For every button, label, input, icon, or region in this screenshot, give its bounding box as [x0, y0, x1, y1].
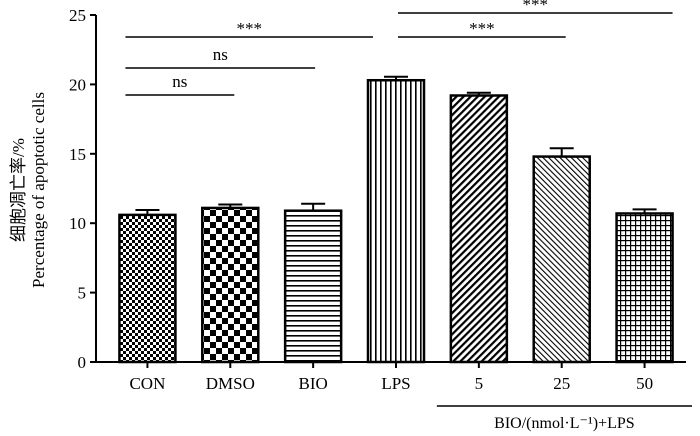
x-tick-label: BIO	[299, 374, 328, 393]
y-tick-label: 10	[69, 214, 86, 233]
significance-label: ***	[236, 19, 262, 38]
bar-lps	[366, 78, 426, 364]
axes: 0 5 10 15 20 25 CON DMSO BIO LPS 5 25 50	[69, 6, 686, 393]
x-tick-label: 25	[553, 374, 570, 393]
x-tick-label: 50	[636, 374, 653, 393]
significance-brackets: ns ns *** *** ***	[125, 0, 673, 96]
y-tick-label: 20	[69, 75, 86, 94]
y-tick-label: 0	[78, 353, 87, 372]
bar-dmso	[201, 206, 260, 364]
bar-5	[449, 94, 509, 364]
bar-50	[615, 212, 674, 364]
significance-label: ***	[523, 0, 549, 14]
y-axis-label-en: Percentage of apoptotic cells	[29, 92, 48, 288]
group-label: BIO/(nmol·L⁻¹)+LPS	[494, 415, 634, 432]
x-tick-label: LPS	[381, 374, 410, 393]
bars	[118, 75, 674, 364]
y-tick-label: 5	[78, 284, 87, 303]
significance-label: ***	[469, 19, 495, 38]
x-tick-label: 5	[475, 374, 484, 393]
bar-bio	[283, 209, 343, 364]
y-axis-title: 细胞凋亡率/% Percentage of apoptotic cells	[9, 92, 48, 288]
significance-label: ns	[172, 72, 187, 91]
y-tick-label: 15	[69, 145, 86, 164]
significance-label: ns	[213, 45, 228, 64]
x-tick-label: DMSO	[206, 374, 255, 393]
bar-con	[118, 213, 177, 364]
y-axis-label-cn: 细胞凋亡率/%	[9, 138, 28, 242]
bar-25	[532, 155, 591, 364]
x-tick-label: CON	[129, 374, 165, 393]
group-bracket: BIO/(nmol·L⁻¹)+LPS	[436, 405, 692, 432]
y-tick-label: 25	[69, 6, 86, 25]
